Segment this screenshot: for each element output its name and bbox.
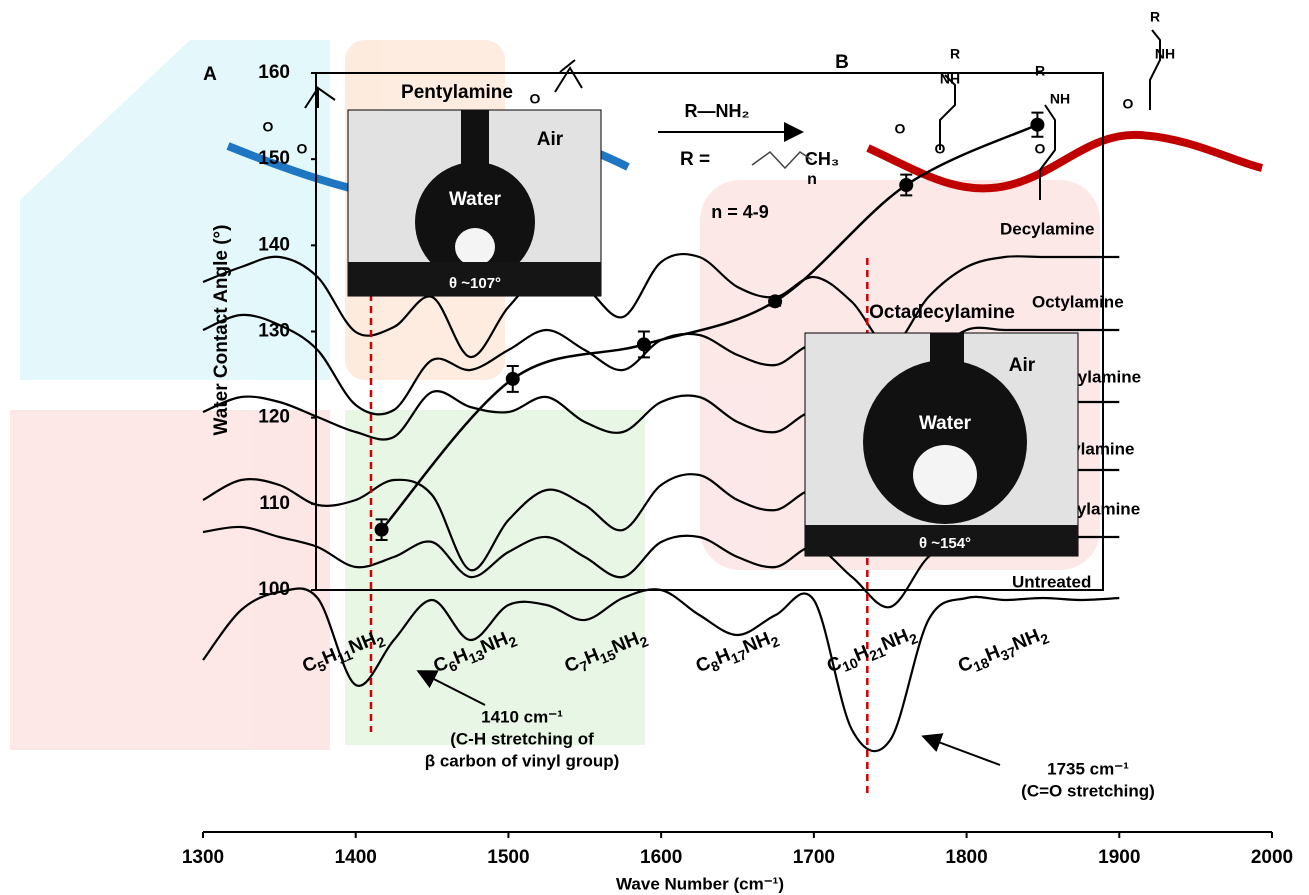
data-point	[768, 294, 782, 308]
atom-label: O	[263, 119, 274, 135]
category-label: C8H17NH2	[693, 625, 782, 679]
y-tick-label: 160	[258, 62, 290, 83]
alkyl-chain	[752, 152, 812, 168]
y-axis-title: Water Contact Angle (°)	[211, 225, 232, 436]
figure: DecylamineOctylamineHeptylamineHexylamin…	[0, 0, 1309, 895]
y-tick-label: 130	[258, 321, 290, 342]
atom-label: R	[1035, 63, 1045, 79]
annotation-arrow	[925, 737, 1000, 765]
x-tick-label: 1700	[793, 847, 835, 868]
inset-angle: θ ~154°	[919, 535, 971, 552]
y-tick-label: 120	[258, 407, 290, 428]
inset-medium: Air	[1009, 355, 1036, 376]
atom-label: O	[1123, 96, 1134, 112]
inset-angle: θ ~107°	[449, 275, 501, 292]
data-point	[375, 523, 389, 537]
atom-label: O	[935, 141, 946, 157]
atom-label: O	[297, 141, 308, 157]
data-point	[506, 372, 520, 386]
atom-label: O	[895, 121, 906, 137]
scheme-text: n = 4-9	[711, 202, 769, 222]
watermark-shape	[345, 410, 645, 745]
x-tick-label: 2000	[1251, 847, 1293, 868]
data-point	[899, 178, 913, 192]
annotation: 1735 cm⁻¹	[1047, 759, 1129, 778]
inset-medium: Air	[537, 129, 564, 150]
annotation: (C=O stretching)	[1021, 781, 1155, 800]
atom-label: NH	[1155, 46, 1175, 62]
inset-liquid: Water	[919, 413, 972, 434]
x-axis-title: Wave Number (cm⁻¹)	[616, 874, 784, 893]
category-label: C10H21NH2	[824, 623, 920, 680]
atom-label: O	[1035, 141, 1046, 157]
scheme-text: A	[203, 64, 217, 85]
inset-title: Pentylamine	[401, 82, 513, 103]
formula-part: NH	[1010, 626, 1043, 656]
series-label: Decylamine	[1000, 219, 1095, 238]
x-tick-label: 1500	[487, 847, 529, 868]
category-label: C18H37NH2	[955, 623, 1051, 680]
atom-label: NH	[1050, 91, 1070, 107]
y-tick-label: 150	[258, 148, 290, 169]
y-tick-label: 140	[258, 234, 290, 255]
scheme-text: B	[835, 52, 849, 73]
x-tick-label: 1900	[1098, 847, 1140, 868]
y-tick-label: 110	[259, 493, 290, 514]
data-point	[1030, 118, 1044, 132]
y-tick-label: 100	[258, 579, 290, 600]
atom-label: O	[530, 91, 541, 107]
annotation: β carbon of vinyl group)	[425, 751, 620, 770]
reflection	[455, 228, 495, 266]
scheme-text: R—NH₂	[685, 101, 750, 121]
atom-label: R	[1150, 9, 1160, 25]
annotation: 1410 cm⁻¹	[481, 707, 563, 726]
reflection	[913, 445, 977, 505]
inset-liquid: Water	[449, 189, 502, 210]
x-tick-label: 1300	[182, 847, 224, 868]
data-point	[637, 337, 651, 351]
x-tick-label: 1800	[945, 847, 987, 868]
scheme-text: n	[807, 171, 817, 188]
scheme-text: R =	[680, 149, 710, 170]
atom-label: R	[950, 46, 960, 62]
series-label: Octylamine	[1032, 292, 1124, 311]
annotation: (C-H stretching of	[450, 729, 594, 748]
x-tick-label: 1600	[640, 847, 682, 868]
series-label: Untreated	[1012, 572, 1091, 591]
inset-title: Octadecylamine	[869, 302, 1015, 323]
x-tick-label: 1400	[335, 847, 377, 868]
contact-angle-chart: 100 110 120 130 140 150 160 Water Contact Angle…	[211, 62, 1103, 680]
